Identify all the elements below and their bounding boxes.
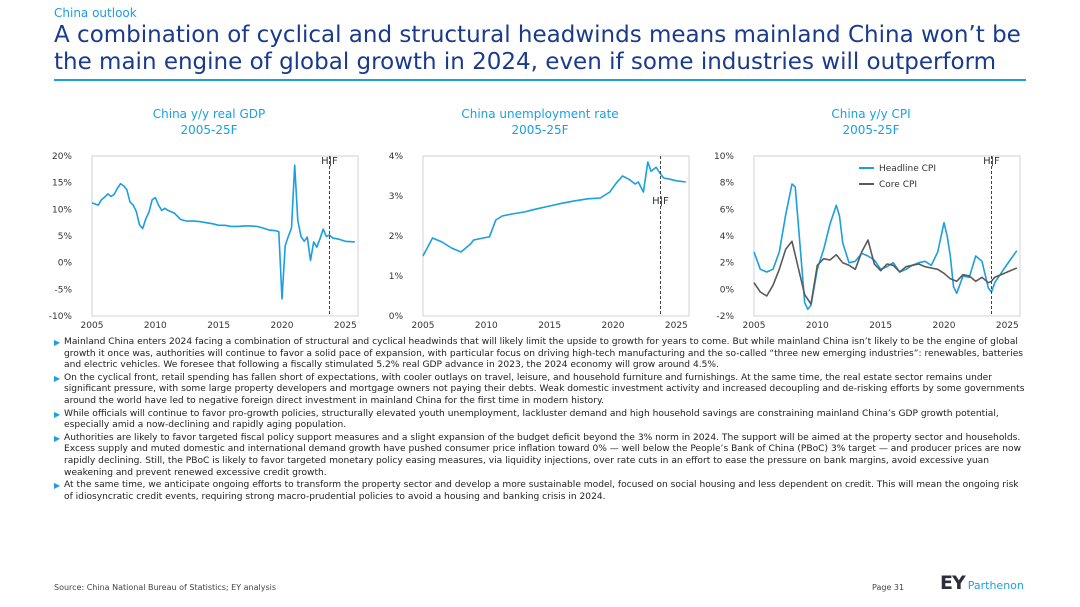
bullet-item: ▶ Mainland China enters 2024 facing a com… [54, 337, 1026, 372]
x-tick-label: 2005 [81, 321, 104, 331]
x-tick-label: 2020 [933, 321, 956, 331]
bullet-item: ▶ While officials will continue to favor … [54, 409, 1026, 432]
legend-label: Core CPI [879, 180, 917, 190]
plot-frame [422, 155, 690, 317]
series-line [91, 164, 355, 300]
x-tick-label: 2020 [602, 321, 625, 331]
y-tick-label: 3% [389, 192, 404, 202]
gdp-plot: -10% -5% 0% 5% 10% 15% 20% 2005 2010 2015 2020 2025… [49, 152, 359, 331]
bullet-text: Mainland China enters 2024 facing a comb… [64, 337, 1024, 371]
y-tick-label: 20% [52, 152, 72, 162]
title-divider [54, 79, 1026, 81]
y-tick-label: 2% [389, 232, 404, 242]
x-tick-label: 2025 [665, 321, 688, 331]
bullet-text: On the cyclical front, retail spending h… [64, 372, 1025, 406]
y-tick-label: -2% [716, 312, 734, 322]
x-tick-label: 2005 [412, 321, 435, 331]
y-tick-label: 15% [52, 179, 72, 189]
plot-frame [753, 155, 1021, 317]
chart-cpi: China y/y CPI 2005-25F -2% 0% 2% 4% 6% 8% 10% 2… [714, 100, 1026, 335]
page-number: Page 31 [872, 583, 905, 592]
y-tick-label: 6% [720, 205, 735, 215]
x-tick-label: 2010 [806, 321, 829, 331]
unemployment-plot: 0% 1% 2% 3% 4% 2005 2010 2015 2020 2025 H|F [389, 152, 690, 331]
bullet-arrow-icon: ▶ [54, 433, 61, 443]
chart-gdp: China y/y real GDP 2005-25F -10% -5% 0% 5% 1… [49, 100, 364, 335]
x-tick-label: 2015 [207, 321, 230, 331]
y-tick-label: 4% [389, 152, 404, 162]
forecast-marker-label: H|F [652, 196, 669, 207]
bullet-arrow-icon: ▶ [54, 481, 61, 491]
y-tick-label: -5% [54, 285, 72, 295]
chart-title: China y/y CPI [831, 107, 911, 121]
y-tick-label: 8% [720, 179, 735, 189]
logo-parthenon: Parthenon [967, 579, 1024, 592]
logo-ey: EY [940, 572, 966, 594]
x-tick-label: 2015 [538, 321, 561, 331]
x-tick-label: 2010 [144, 321, 167, 331]
x-tick-label: 2025 [996, 321, 1019, 331]
y-tick-label: 0% [58, 259, 73, 269]
x-tick-label: 2015 [869, 321, 892, 331]
forecast-marker-label: H|F [983, 156, 1000, 167]
chart-title: China unemployment rate [461, 107, 619, 121]
y-tick-label: -10% [49, 312, 73, 322]
bullet-item: ▶ On the cyclical front, retail spending … [54, 373, 1026, 408]
chart-title: China y/y real GDP [152, 107, 266, 121]
x-tick-label: 2010 [475, 321, 498, 331]
x-tick-label: 2025 [334, 321, 357, 331]
bullet-text: Authorities are likely to favor targeted… [64, 432, 1022, 478]
bullet-arrow-icon: ▶ [54, 338, 61, 347]
chart-unemployment: China unemployment rate 2005-25F 0% 1% 2% 3… [385, 100, 695, 335]
series-line [753, 239, 1018, 305]
x-tick-label: 2005 [743, 321, 766, 331]
y-tick-label: 4% [720, 232, 735, 242]
bullet-item: ▶ Authorities are likely to favor targete… [54, 433, 1026, 479]
x-tick-label: 2020 [271, 321, 294, 331]
bullet-text: At the same time, we anticipate ongoing … [64, 480, 1019, 502]
bullet-item: ▶ At the same time, we anticipate ongoing… [54, 480, 1026, 503]
y-tick-label: 5% [58, 232, 73, 242]
cpi-plot: -2% 0% 2% 4% 6% 8% 10% 2005 2010 2015 2020 2025 H|F H… [714, 152, 1021, 331]
source-note: Source: China National Bureau of Statist… [54, 583, 277, 592]
series-line [422, 161, 686, 257]
bullet-list: ▶ Mainland China enters 2024 facing a com… [54, 337, 1026, 504]
bullet-text: While officials will continue to favor p… [64, 408, 999, 431]
chart-subtitle: 2005-25F [842, 123, 900, 137]
y-tick-label: 2% [720, 259, 735, 269]
bullet-arrow-icon: ▶ [54, 373, 61, 383]
y-tick-label: 10% [52, 205, 72, 215]
page-title: A combination of cyclical and structural… [54, 22, 1021, 75]
y-tick-label: 0% [389, 312, 404, 322]
ey-parthenon-logo: EY Parthenon [940, 572, 1024, 596]
y-tick-label: 0% [720, 285, 735, 295]
bullet-arrow-icon: ▶ [54, 409, 61, 419]
chart-subtitle: 2005-25F [511, 123, 569, 137]
forecast-marker-label: H|F [321, 156, 338, 167]
y-tick-label: 10% [714, 152, 734, 162]
plot-frame [91, 155, 359, 317]
section-label: China outlook [54, 6, 137, 20]
chart-subtitle: 2005-25F [180, 123, 238, 137]
y-tick-label: 1% [389, 272, 404, 282]
legend-label: Headline CPI [879, 164, 936, 174]
